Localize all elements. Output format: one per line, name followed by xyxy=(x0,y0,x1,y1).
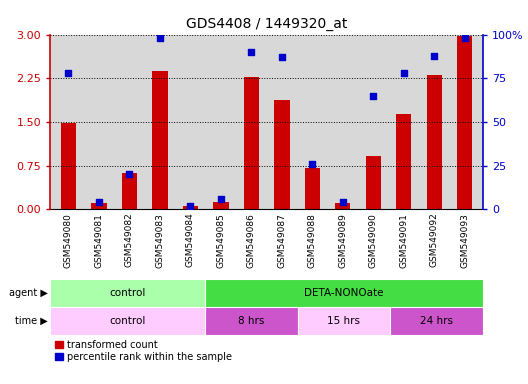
Text: 8 hrs: 8 hrs xyxy=(238,316,265,326)
Bar xyxy=(366,156,381,209)
Bar xyxy=(274,100,289,209)
Point xyxy=(125,171,134,177)
Bar xyxy=(183,206,198,209)
Bar xyxy=(335,204,351,209)
Point xyxy=(186,203,195,209)
Bar xyxy=(427,75,442,209)
Bar xyxy=(205,279,483,307)
Bar xyxy=(396,114,411,209)
Text: 24 hrs: 24 hrs xyxy=(420,316,453,326)
Text: GSM549083: GSM549083 xyxy=(155,213,164,268)
Text: GSM549086: GSM549086 xyxy=(247,213,256,268)
Text: GSM549092: GSM549092 xyxy=(430,213,439,267)
Text: agent ▶: agent ▶ xyxy=(8,288,48,298)
Legend: transformed count, percentile rank within the sample: transformed count, percentile rank withi… xyxy=(55,340,232,362)
Bar xyxy=(50,307,205,335)
Point xyxy=(156,35,164,41)
Text: control: control xyxy=(109,316,146,326)
Bar xyxy=(457,36,473,209)
Bar xyxy=(298,307,390,335)
Point xyxy=(247,49,256,55)
Text: DETA-NONOate: DETA-NONOate xyxy=(304,288,384,298)
Point xyxy=(308,161,317,167)
Bar xyxy=(122,173,137,209)
Bar xyxy=(244,77,259,209)
Point xyxy=(369,93,378,99)
Text: GSM549090: GSM549090 xyxy=(369,213,378,268)
Point xyxy=(460,35,469,41)
Text: GSM549093: GSM549093 xyxy=(460,213,469,268)
Text: GSM549084: GSM549084 xyxy=(186,213,195,267)
Text: GSM549091: GSM549091 xyxy=(399,213,408,268)
Bar xyxy=(61,123,76,209)
Bar xyxy=(152,71,167,209)
Point xyxy=(95,199,103,205)
Bar xyxy=(390,307,483,335)
Bar xyxy=(91,204,107,209)
Point xyxy=(216,195,225,202)
Point xyxy=(338,199,347,205)
Text: GSM549087: GSM549087 xyxy=(277,213,286,268)
Point xyxy=(64,70,73,76)
Text: GDS4408 / 1449320_at: GDS4408 / 1449320_at xyxy=(186,17,347,31)
Text: GSM549085: GSM549085 xyxy=(216,213,225,268)
Point xyxy=(430,53,439,59)
Text: GSM549088: GSM549088 xyxy=(308,213,317,268)
Bar xyxy=(213,202,229,209)
Bar xyxy=(305,169,320,209)
Point xyxy=(400,70,408,76)
Text: time ▶: time ▶ xyxy=(15,316,48,326)
Text: GSM549089: GSM549089 xyxy=(338,213,347,268)
Point xyxy=(278,54,286,60)
Text: control: control xyxy=(109,288,146,298)
Text: GSM549080: GSM549080 xyxy=(64,213,73,268)
Text: 15 hrs: 15 hrs xyxy=(327,316,361,326)
Bar xyxy=(205,307,298,335)
Text: GSM549081: GSM549081 xyxy=(95,213,103,268)
Bar xyxy=(50,279,205,307)
Text: GSM549082: GSM549082 xyxy=(125,213,134,267)
